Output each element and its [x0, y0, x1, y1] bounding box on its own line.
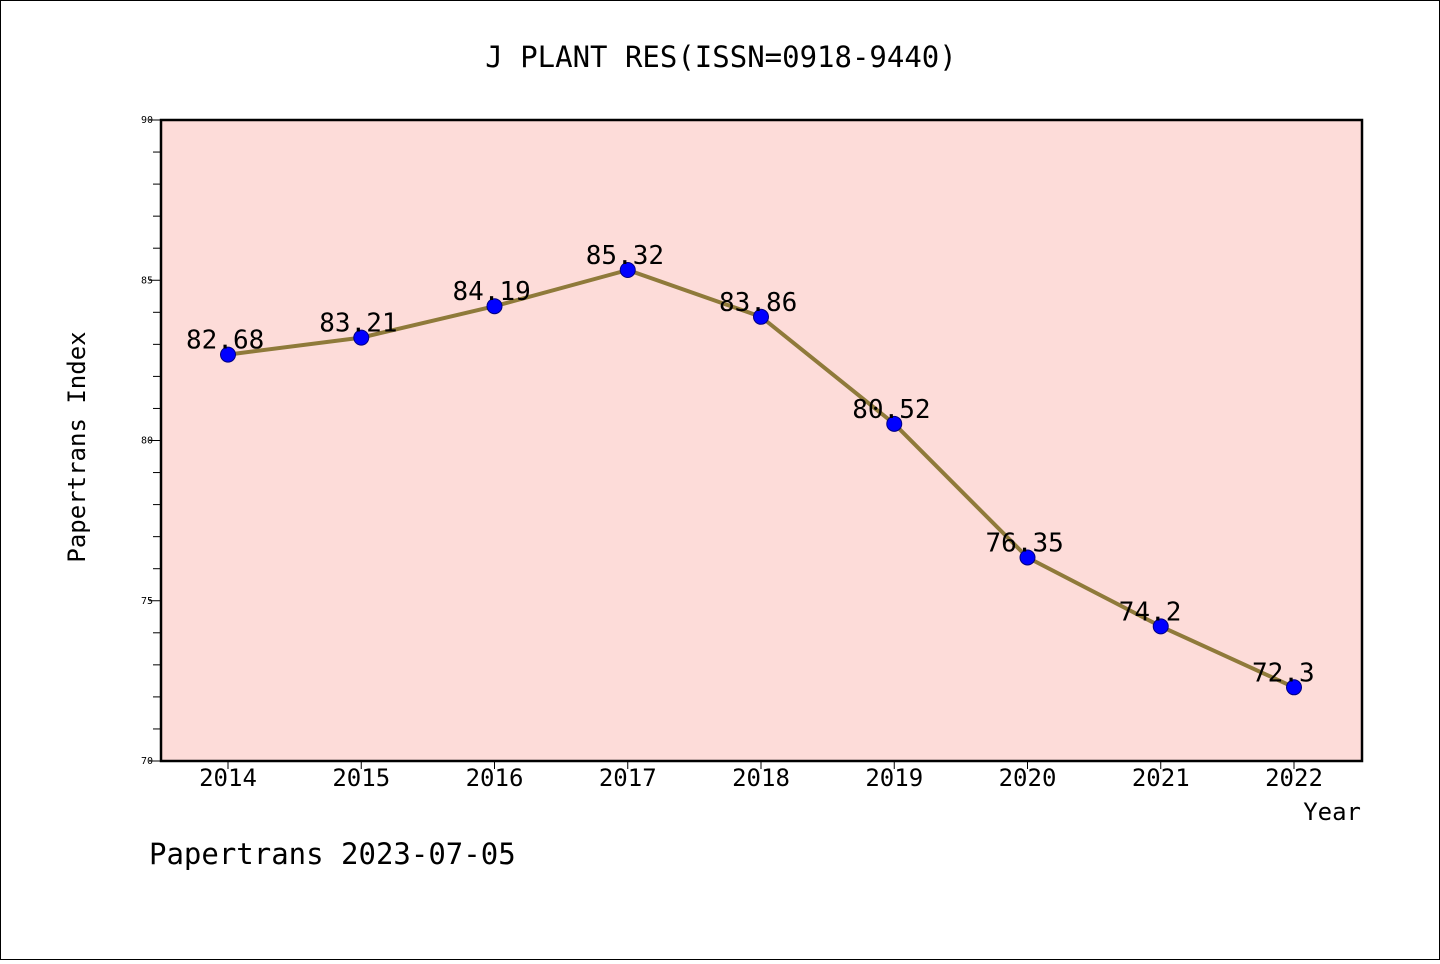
data-point — [220, 346, 236, 363]
y-axis-ticks: 70 75 80 85 90 — [141, 115, 161, 767]
data-label: 82.68 — [186, 326, 264, 356]
x-tick-label: 2017 — [599, 764, 657, 792]
x-tick-label: 2015 — [332, 764, 390, 792]
y-tick-label: 80 — [141, 436, 153, 447]
data-point — [886, 415, 903, 432]
y-tick-label: 75 — [141, 596, 153, 607]
data-label: 85.32 — [586, 241, 664, 271]
y-tick-label: 70 — [141, 756, 153, 767]
footer-text: Papertrans 2023-07-05 — [149, 837, 516, 871]
x-tick-label: 2019 — [865, 764, 923, 792]
x-tick-label: 2020 — [999, 764, 1057, 792]
data-label: 83.86 — [719, 288, 797, 318]
data-labels: 82.68 83.21 84.19 85.32 83.86 80.52 76.35 74.2 7… — [186, 241, 1315, 688]
data-label: 84.19 — [453, 277, 531, 307]
data-label: 76.35 — [986, 528, 1064, 558]
series-group — [220, 261, 1302, 696]
x-tick-label: 2022 — [1265, 764, 1323, 792]
chart-title: J PLANT RES(ISSN=0918-9440) — [485, 40, 956, 74]
x-tick-label: 2018 — [732, 764, 790, 792]
data-point — [1019, 549, 1036, 566]
plot-border — [159, 118, 1364, 763]
x-axis-ticks: 2014 2015 2016 2017 2018 2019 2020 2021 2022 — [199, 761, 1323, 792]
data-point — [353, 329, 370, 346]
y-tick-label: 85 — [141, 275, 153, 286]
x-tick-label: 2021 — [1132, 764, 1190, 792]
data-point — [619, 261, 636, 278]
data-label: 74.2 — [1119, 597, 1182, 627]
data-point — [1152, 618, 1169, 635]
x-tick-label: 2016 — [466, 764, 524, 792]
plot-area — [161, 120, 1362, 761]
data-label: 80.52 — [852, 395, 930, 425]
x-axis-label: Year — [1303, 798, 1361, 826]
data-point — [753, 308, 769, 325]
x-tick-label: 2014 — [199, 764, 257, 792]
data-point — [486, 298, 503, 315]
y-axis-label: Papertrans Index — [63, 331, 91, 562]
y-tick-label: 90 — [141, 115, 153, 126]
data-label: 72.3 — [1252, 658, 1315, 688]
data-point — [1286, 679, 1302, 696]
data-label: 83.21 — [319, 309, 397, 339]
